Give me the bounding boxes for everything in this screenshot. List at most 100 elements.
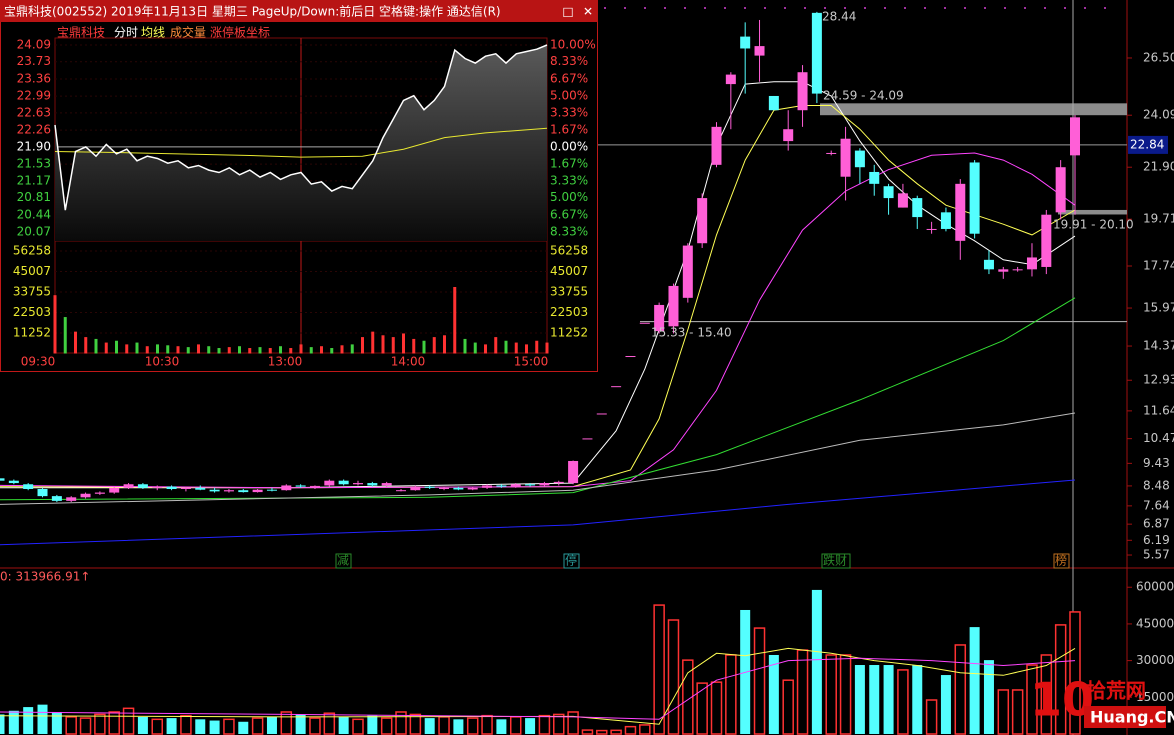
volume-tick-label: 45007	[13, 264, 51, 278]
volume-bar	[484, 344, 487, 354]
volume-bar	[553, 713, 565, 735]
event-marker[interactable]: 榜	[1055, 553, 1067, 568]
price-tick-label: 22.63	[17, 105, 51, 119]
tab[interactable]: 成交量	[170, 25, 206, 40]
dot	[704, 7, 706, 9]
volume-bar	[207, 346, 211, 354]
volume-bar	[23, 707, 34, 734]
volume-bar	[258, 347, 262, 354]
volume-bar	[391, 337, 395, 354]
candle-body	[94, 492, 105, 494]
candle-body	[568, 460, 579, 484]
tab[interactable]: 宝鼎科技	[57, 26, 105, 40]
volume-tick-label: 15000	[1136, 690, 1174, 704]
candle-body	[754, 46, 765, 56]
y-tick-label: 9.43	[1143, 456, 1170, 470]
candle-body	[998, 269, 1009, 272]
volume-bar	[1040, 654, 1053, 735]
volume-bar	[309, 347, 313, 354]
tab[interactable]: 分时	[114, 26, 138, 40]
volume-tick-label: 11252	[550, 325, 588, 339]
candle-body	[854, 150, 865, 168]
volume-bar	[869, 665, 880, 734]
volume-bar	[280, 711, 293, 735]
volume-bar	[504, 340, 508, 354]
event-marker[interactable]: 减	[337, 554, 349, 568]
volume-bar	[299, 344, 303, 354]
candle-body	[152, 486, 163, 488]
volume-bar	[969, 627, 980, 734]
event-marker-box	[1053, 553, 1070, 569]
watermark-domain: Huang.CN	[1090, 708, 1174, 727]
volume-bar	[402, 333, 405, 354]
volume-bar	[338, 716, 349, 734]
dot	[784, 7, 786, 9]
candle-body	[453, 487, 464, 490]
volume-bar	[525, 718, 536, 734]
volume-bar	[251, 717, 264, 735]
volume-bar	[65, 716, 77, 735]
event-marker[interactable]: 停	[565, 553, 577, 568]
candle-body	[166, 486, 177, 490]
candle-body	[367, 483, 378, 486]
candle-body	[582, 438, 593, 440]
volume-bar	[581, 729, 594, 735]
volume-bar	[352, 718, 364, 735]
dot	[664, 7, 666, 9]
volume-tick-label: 22503	[550, 305, 588, 319]
current-price: 22.84	[1130, 137, 1164, 151]
y-tick-label: 6.87	[1143, 517, 1170, 531]
dot	[1044, 7, 1046, 9]
pct-tick-label: 0.00%	[550, 139, 588, 153]
pct-tick-label: 8.33%	[550, 54, 588, 68]
volume-bar	[380, 717, 393, 735]
window-button[interactable]: □	[562, 5, 573, 19]
volume-bar	[696, 682, 708, 735]
candle-body	[869, 171, 880, 184]
tab[interactable]: 涨停板坐标	[210, 25, 270, 40]
candle-body	[1041, 214, 1052, 267]
price-tick-label: 21.53	[17, 157, 51, 171]
dot	[724, 7, 726, 9]
volume-bar	[538, 714, 551, 735]
tab[interactable]: 均线	[141, 26, 165, 40]
dot	[1064, 7, 1066, 9]
volume-bar	[453, 286, 457, 354]
pct-tick-label: 5.00%	[550, 190, 588, 204]
volume-bar	[983, 660, 994, 734]
event-marker[interactable]: 跌财	[823, 553, 847, 568]
volume-bar	[453, 719, 464, 734]
volume-bar	[53, 295, 57, 354]
candle-body	[912, 198, 923, 218]
volume-bar	[825, 654, 837, 735]
candle-body	[539, 483, 550, 486]
candle-body	[955, 183, 966, 241]
dot	[1104, 7, 1106, 9]
dot	[1024, 7, 1026, 9]
event-marker-box	[821, 553, 851, 569]
volume-bar	[596, 729, 608, 735]
volume-bar	[248, 348, 252, 354]
volume-bar	[782, 679, 794, 735]
volume-bar	[195, 719, 206, 734]
y-tick-label: 10.47	[1143, 431, 1174, 445]
volume-bar	[535, 340, 539, 354]
price-tick-label: 20.44	[17, 207, 51, 221]
volume-bar	[545, 342, 549, 354]
time-label: 09:30	[21, 355, 56, 369]
volume-bar	[883, 665, 894, 734]
volume-bar	[839, 654, 852, 735]
y-tick-label: 24.09	[1143, 108, 1174, 122]
window-button[interactable]: ✕	[583, 5, 593, 19]
price-tick-label: 20.81	[17, 190, 51, 204]
volume-bar	[1026, 664, 1038, 735]
volume-bar	[279, 346, 282, 354]
volume-tick-label: 22503	[13, 305, 51, 319]
volume-tick-label: 11252	[13, 325, 51, 339]
dot	[924, 7, 926, 9]
candle-body	[123, 484, 134, 488]
moving-average	[0, 297, 1076, 501]
volume-bar	[624, 725, 637, 735]
y-tick-label: 19.71	[1143, 212, 1174, 226]
